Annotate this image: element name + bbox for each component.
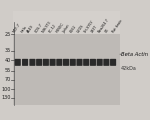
Text: NIH/3T3: NIH/3T3 bbox=[41, 20, 52, 34]
FancyBboxPatch shape bbox=[56, 59, 62, 66]
Text: Hela: Hela bbox=[20, 25, 27, 34]
FancyBboxPatch shape bbox=[103, 59, 110, 66]
Text: MCF-7: MCF-7 bbox=[13, 23, 22, 34]
FancyBboxPatch shape bbox=[14, 34, 120, 105]
FancyBboxPatch shape bbox=[43, 59, 49, 66]
FancyBboxPatch shape bbox=[90, 59, 96, 66]
FancyBboxPatch shape bbox=[36, 59, 42, 66]
Text: K562: K562 bbox=[69, 24, 77, 34]
Text: 293T: 293T bbox=[90, 24, 99, 34]
FancyBboxPatch shape bbox=[22, 59, 28, 66]
FancyBboxPatch shape bbox=[50, 59, 56, 66]
FancyBboxPatch shape bbox=[15, 59, 21, 66]
FancyBboxPatch shape bbox=[110, 59, 116, 66]
Text: Raw264.7: Raw264.7 bbox=[98, 18, 110, 34]
FancyBboxPatch shape bbox=[97, 59, 103, 66]
Text: 25: 25 bbox=[5, 32, 11, 37]
Text: 70: 70 bbox=[5, 77, 11, 82]
Text: Rat brain: Rat brain bbox=[112, 19, 124, 34]
FancyBboxPatch shape bbox=[76, 59, 82, 66]
Text: C6: C6 bbox=[105, 28, 110, 34]
Text: 35: 35 bbox=[5, 48, 11, 53]
Text: COS-7: COS-7 bbox=[34, 23, 43, 34]
FancyBboxPatch shape bbox=[70, 59, 76, 66]
Text: SH-SY5Y: SH-SY5Y bbox=[83, 19, 95, 34]
Text: Beta Actin: Beta Actin bbox=[121, 52, 148, 57]
Text: 100: 100 bbox=[2, 87, 11, 92]
FancyBboxPatch shape bbox=[63, 59, 69, 66]
Text: 42kDa: 42kDa bbox=[121, 66, 137, 71]
Text: 55: 55 bbox=[5, 68, 11, 73]
FancyBboxPatch shape bbox=[14, 11, 120, 34]
Text: HUVEC: HUVEC bbox=[55, 22, 65, 34]
FancyBboxPatch shape bbox=[83, 59, 89, 66]
Text: 130: 130 bbox=[2, 95, 11, 100]
Text: U2OS: U2OS bbox=[76, 24, 85, 34]
Text: PC-12: PC-12 bbox=[48, 23, 57, 34]
Text: Jurkat: Jurkat bbox=[62, 23, 71, 34]
Text: A549: A549 bbox=[27, 24, 35, 34]
Text: 40: 40 bbox=[5, 57, 11, 63]
FancyBboxPatch shape bbox=[29, 59, 36, 66]
